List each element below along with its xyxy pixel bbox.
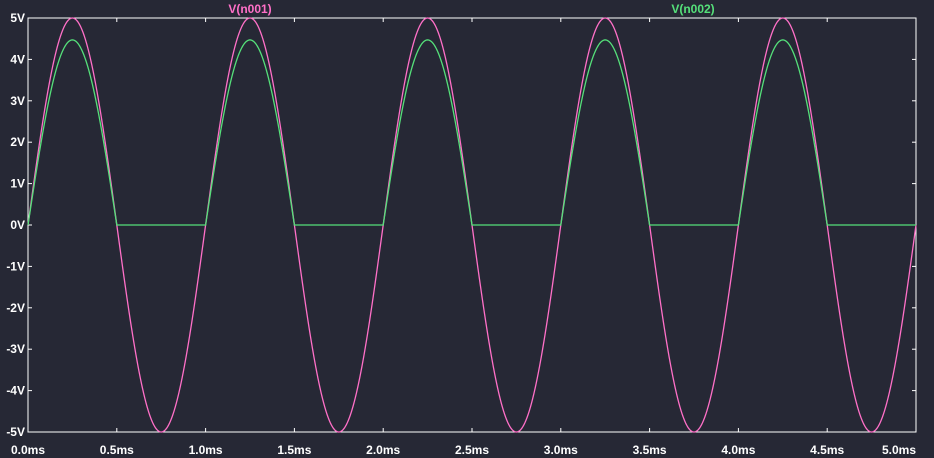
y-tick-label: -5V [6,425,25,439]
x-tick-label: 0.0ms [11,443,45,457]
x-tick-label: 1.5ms [277,443,311,457]
x-axis: 0.0ms 0.5ms 1.0ms 1.5ms 2.0ms 2.5ms 3.0ms 3.5ms… [11,18,917,457]
traces [27,17,917,433]
x-tick-label: 3.0ms [544,443,578,457]
x-tick-label: 0.5ms [100,443,134,457]
y-tick-label: -3V [6,342,25,356]
y-axis: 5V 4V 3V 2V 1V 0V -1V -2V -3V -4V -5V [6,11,916,439]
x-tick-label: 3.5ms [633,443,667,457]
y-tick-label: 3V [10,94,25,108]
y-tick-label: 5V [10,11,25,25]
x-tick-label: 4.0ms [721,443,755,457]
x-tick-label: 2.5ms [455,443,489,457]
legend: V(n001) V(n002) [228,2,714,16]
y-tick-label: 0V [10,218,25,232]
y-tick-label: 4V [10,52,25,66]
x-tick-label: 4.5ms [810,443,844,457]
y-tick-label: 1V [10,177,25,191]
x-tick-label: 1.0ms [189,443,223,457]
legend-vn002: V(n002) [671,2,714,16]
y-tick-label: 2V [10,135,25,149]
x-tick-label: 2.0ms [366,443,400,457]
y-tick-label: -1V [6,259,25,273]
legend-vn001: V(n001) [228,2,271,16]
x-tick-label: 5.0ms [882,443,916,457]
series-vn002-line [27,39,916,226]
y-tick-label: -2V [6,301,25,315]
y-tick-label: -4V [6,384,25,398]
